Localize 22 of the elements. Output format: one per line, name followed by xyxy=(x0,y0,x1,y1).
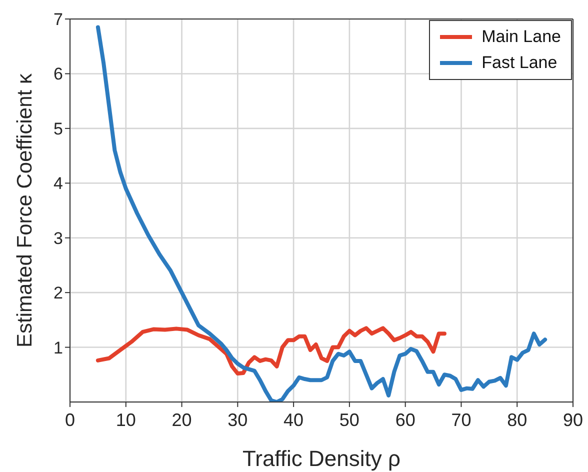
y-tick-label: 4 xyxy=(54,174,63,194)
x-tick-label: 20 xyxy=(172,410,192,430)
x-tick-label: 0 xyxy=(64,410,76,430)
x-axis-title: Traffic Density ρ xyxy=(242,446,400,471)
y-axis-title: Estimated Force Coefficient κ xyxy=(13,73,36,348)
y-tick-label: 2 xyxy=(54,284,63,303)
x-tick-label: 70 xyxy=(451,410,472,430)
line-series xyxy=(96,326,446,376)
legend-label: Main Lane xyxy=(482,26,561,48)
x-tick-label: 30 xyxy=(228,410,248,430)
x-tick-label: 80 xyxy=(507,410,528,430)
legend-label: Fast Lane xyxy=(482,52,558,74)
x-tick-label: 50 xyxy=(339,410,360,430)
x-tick-label: 40 xyxy=(284,410,304,430)
x-tick-label: 60 xyxy=(395,410,416,430)
x-tick-label: 10 xyxy=(116,410,136,430)
y-tick-label: 3 xyxy=(54,228,63,248)
y-tick-label: 6 xyxy=(54,64,63,84)
y-tick-label: 5 xyxy=(54,119,63,138)
y-tick-label: 7 xyxy=(54,10,63,30)
x-tick-label: 90 xyxy=(562,410,584,430)
y-tick-label: 1 xyxy=(54,338,63,358)
